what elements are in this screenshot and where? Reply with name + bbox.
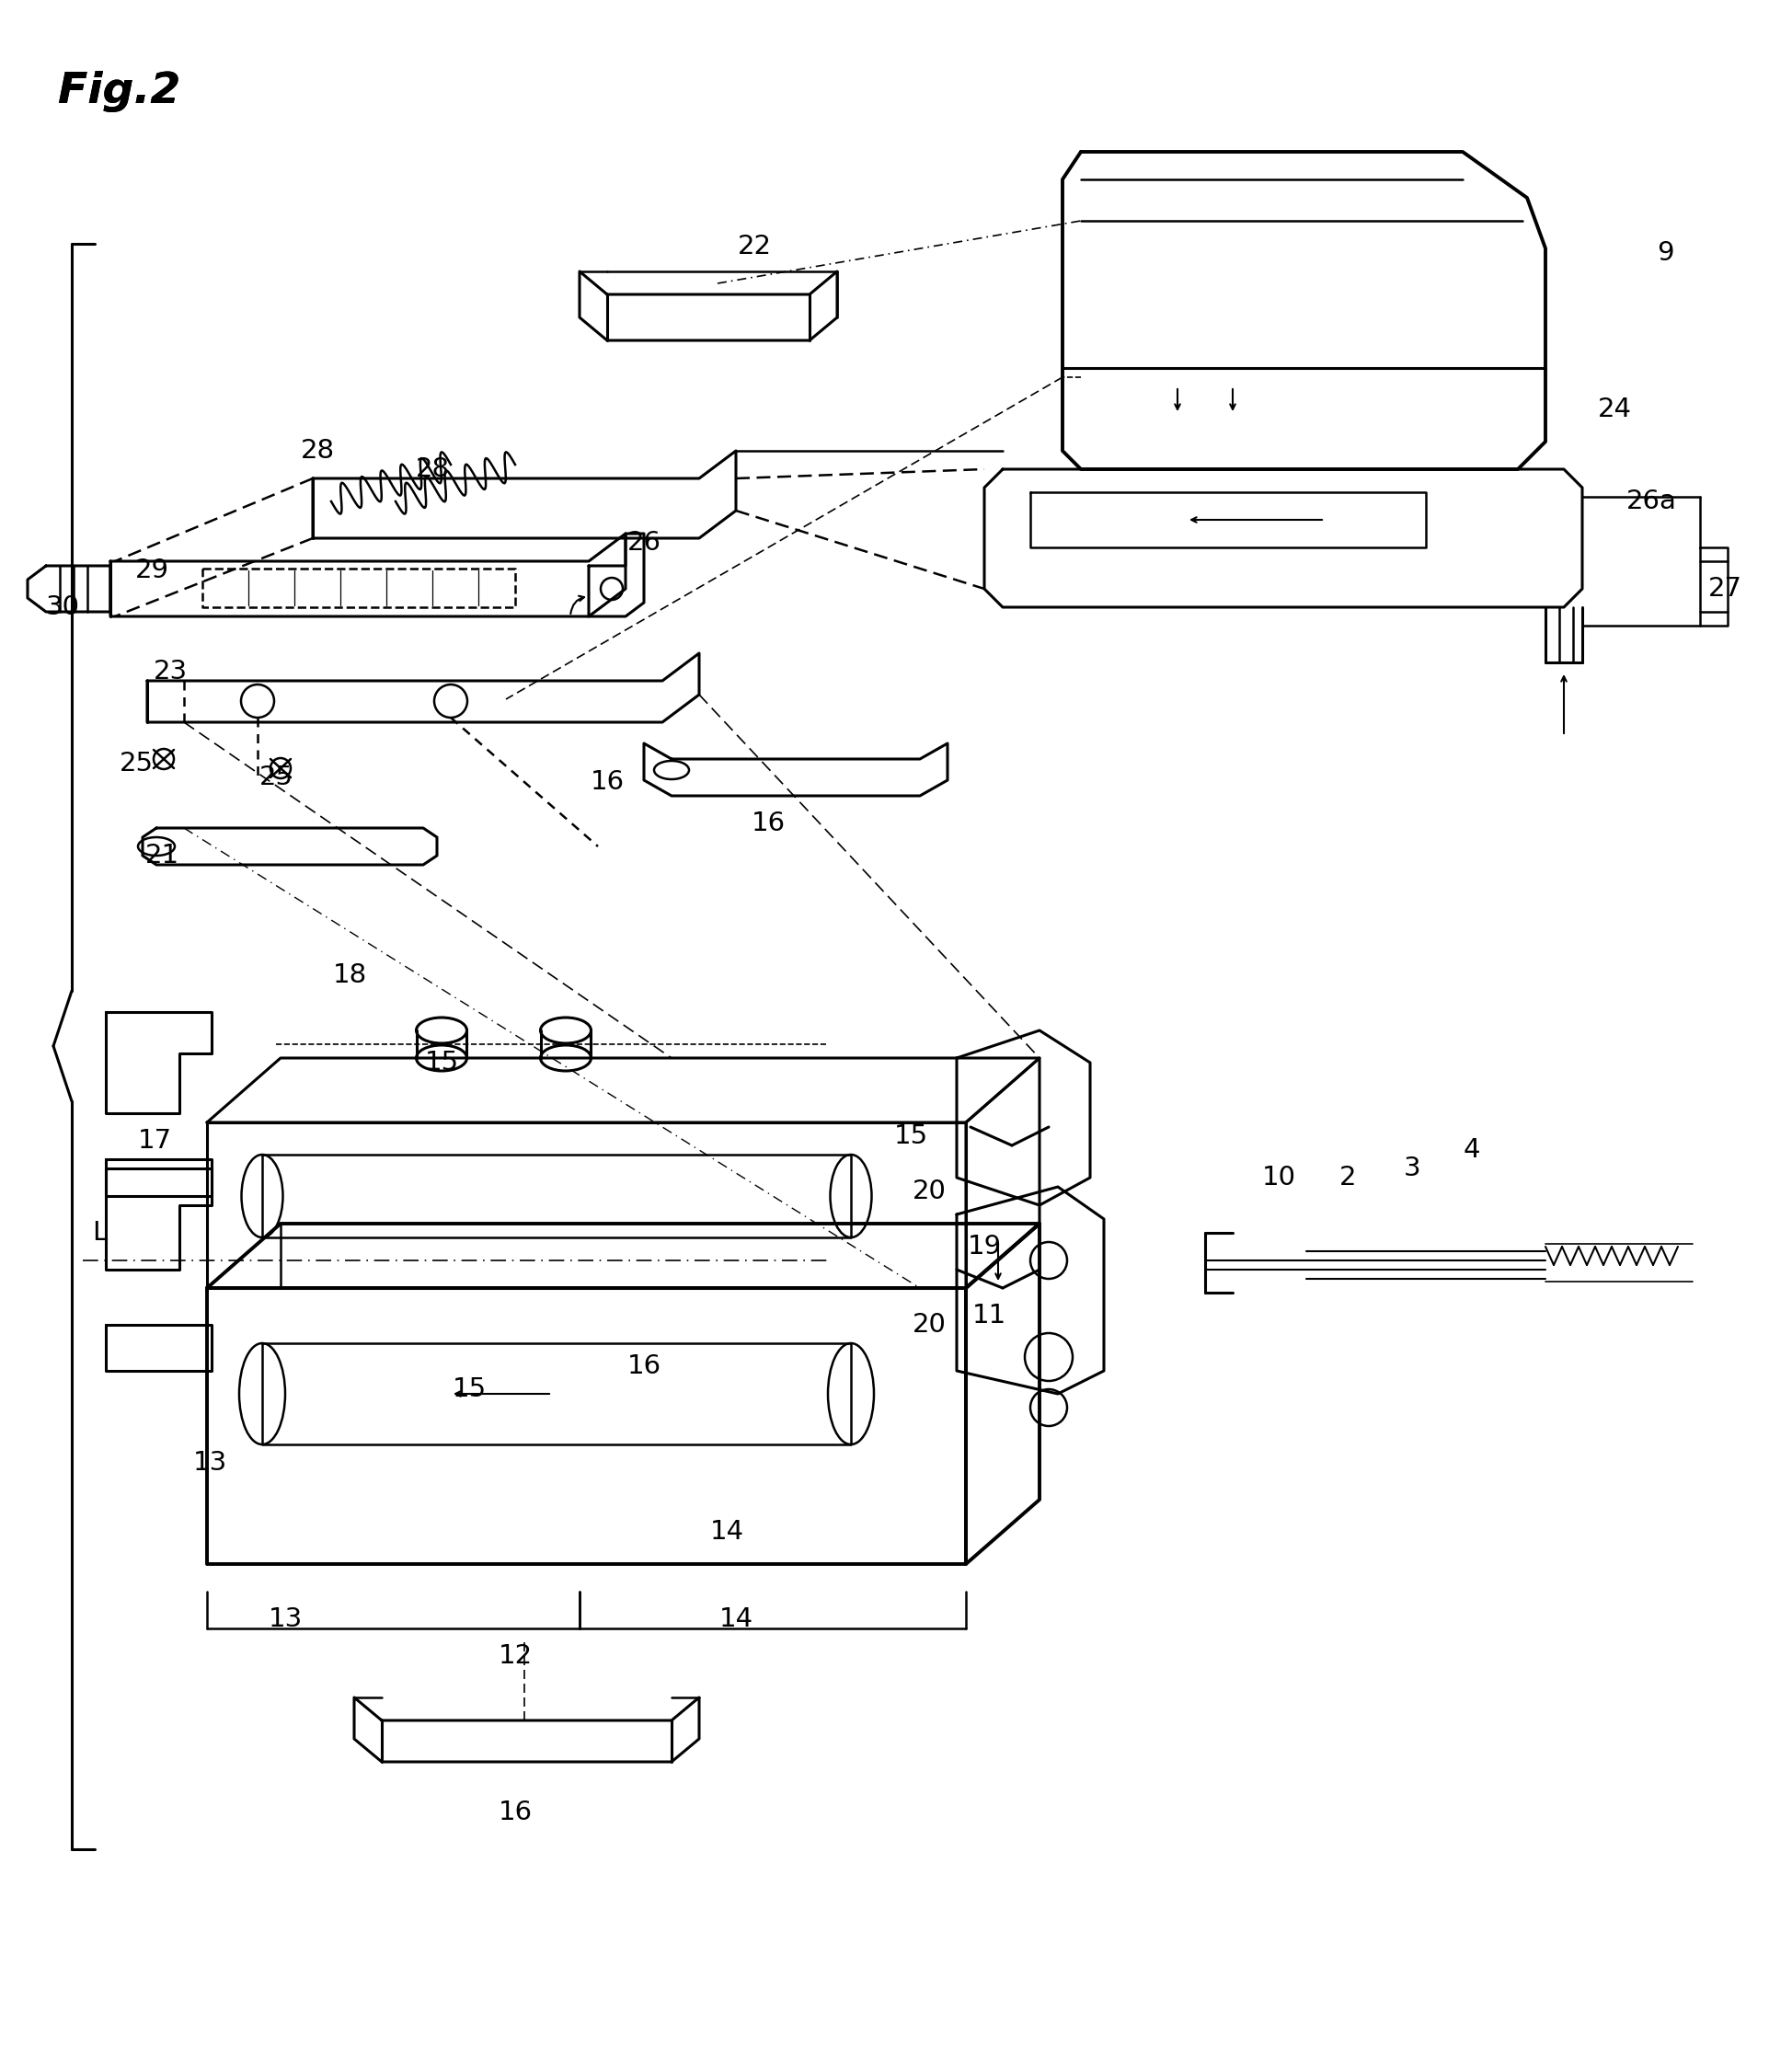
Text: 14: 14 (719, 1606, 753, 1633)
Text: 13: 13 (269, 1606, 303, 1633)
Text: 17: 17 (138, 1128, 172, 1153)
Text: 26: 26 (627, 529, 661, 556)
Polygon shape (106, 1324, 211, 1371)
Text: 21: 21 (145, 842, 179, 869)
Polygon shape (643, 743, 948, 797)
Text: 2: 2 (1339, 1165, 1357, 1190)
Text: 15: 15 (452, 1375, 486, 1402)
Text: 4: 4 (1464, 1137, 1480, 1163)
Text: 16: 16 (627, 1353, 661, 1380)
Polygon shape (143, 828, 437, 865)
Text: 14: 14 (710, 1520, 744, 1544)
Text: 20: 20 (912, 1178, 946, 1205)
Polygon shape (208, 1223, 1039, 1289)
Text: L: L (91, 1219, 108, 1246)
Text: 16: 16 (498, 1800, 532, 1826)
Polygon shape (27, 566, 111, 612)
Text: Fig.2: Fig.2 (59, 72, 181, 113)
Text: 18: 18 (333, 962, 367, 988)
Text: 13: 13 (192, 1450, 228, 1476)
Text: 27: 27 (1708, 577, 1742, 601)
Text: 19: 19 (968, 1233, 1002, 1260)
Text: 11: 11 (971, 1303, 1005, 1328)
Text: 16: 16 (751, 811, 785, 836)
Text: 23: 23 (152, 659, 186, 684)
Polygon shape (106, 1159, 211, 1196)
Polygon shape (314, 451, 737, 537)
Text: 24: 24 (1597, 397, 1631, 422)
Polygon shape (957, 1186, 1104, 1394)
Polygon shape (208, 1122, 966, 1289)
Text: 12: 12 (498, 1643, 532, 1670)
Text: 28: 28 (416, 457, 450, 482)
Text: 28: 28 (301, 439, 335, 463)
Text: Fig.2: Fig.2 (59, 72, 181, 113)
Text: 3: 3 (1403, 1155, 1421, 1182)
Polygon shape (1063, 152, 1545, 469)
Text: 26a: 26a (1625, 488, 1677, 515)
Polygon shape (966, 1223, 1039, 1565)
Polygon shape (208, 1058, 1039, 1122)
Text: 30: 30 (45, 595, 79, 620)
Polygon shape (106, 1013, 211, 1114)
Polygon shape (208, 1289, 966, 1565)
Text: 15: 15 (425, 1050, 459, 1075)
Polygon shape (147, 653, 699, 723)
Polygon shape (957, 1030, 1090, 1205)
Polygon shape (984, 469, 1582, 607)
Polygon shape (106, 1167, 211, 1270)
Text: 25: 25 (118, 752, 152, 776)
Polygon shape (590, 533, 643, 616)
Text: 9: 9 (1656, 241, 1674, 266)
Polygon shape (355, 1697, 699, 1763)
Polygon shape (111, 533, 625, 616)
Text: 15: 15 (894, 1124, 928, 1149)
Text: 22: 22 (737, 233, 771, 259)
Text: 25: 25 (260, 764, 294, 791)
Text: 29: 29 (134, 558, 168, 583)
Text: 20: 20 (912, 1312, 946, 1338)
Polygon shape (579, 272, 837, 340)
Polygon shape (966, 1058, 1039, 1289)
Text: 10: 10 (1262, 1165, 1296, 1190)
Text: 16: 16 (590, 770, 624, 795)
